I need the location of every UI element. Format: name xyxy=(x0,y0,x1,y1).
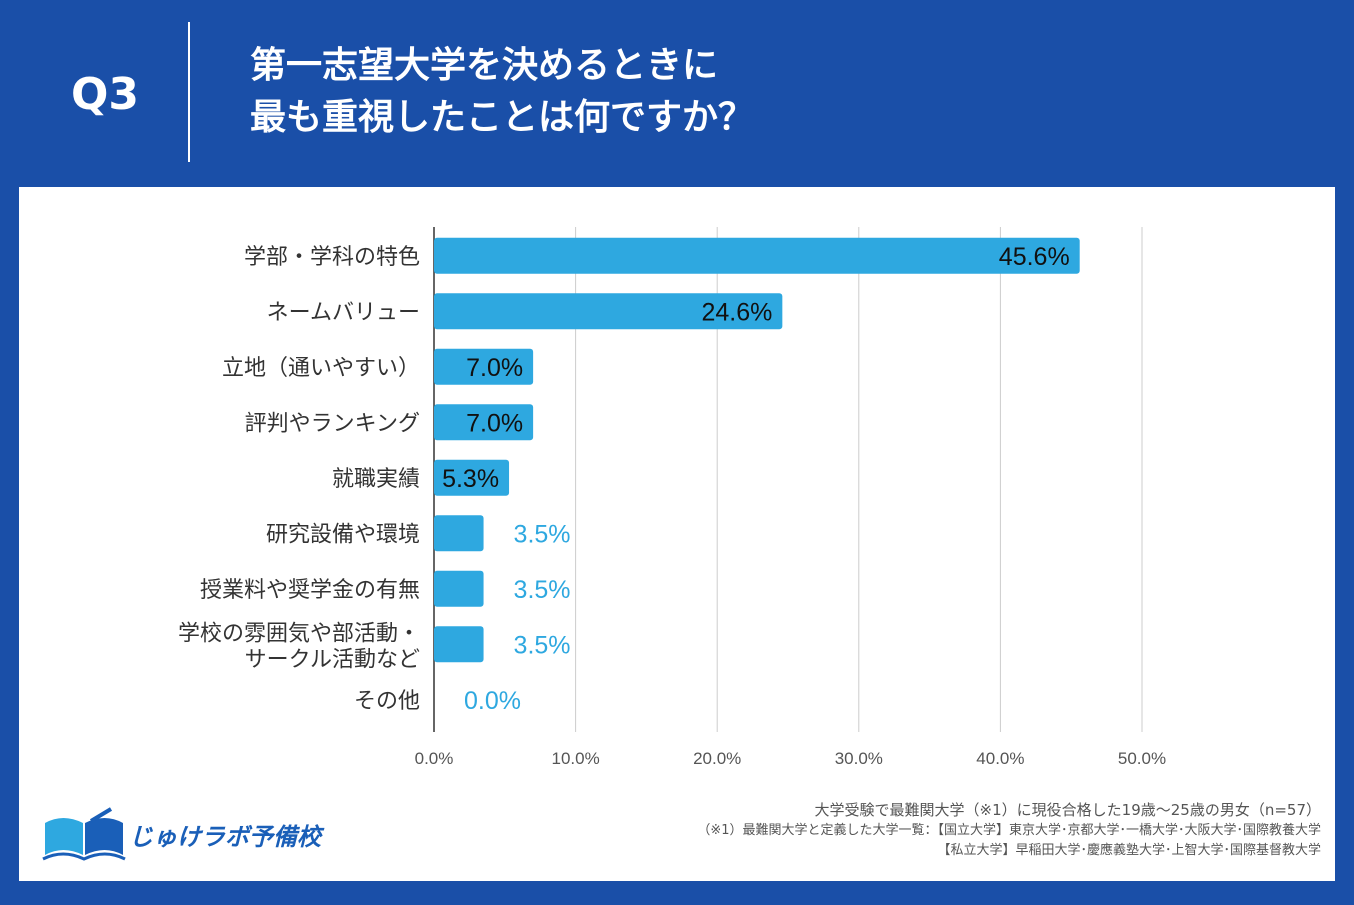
bar xyxy=(434,404,534,441)
x-tick-label: 30.0% xyxy=(835,749,883,768)
value-label: 5.3% xyxy=(442,465,499,493)
category-label: 学校の雰囲気や部活動・サークル活動など xyxy=(178,621,420,672)
value-label: 7.0% xyxy=(466,354,523,382)
header-divider xyxy=(188,22,190,162)
x-tick-label: 20.0% xyxy=(693,749,741,768)
chart-panel: 0.0% 10.0% 20.0% 30.0% 40.0% 50.0% 学部・学科の特色 45.… xyxy=(19,187,1335,881)
definition-note-private: 【私立大学】早稲田大学･慶應義塾大学･上智大学･国際基督教大学 xyxy=(937,843,1321,858)
value-label: 7.0% xyxy=(466,409,523,437)
bar xyxy=(434,515,484,552)
logo-text: じゅけラボ予備校 xyxy=(129,823,321,851)
category-label: 立地（通いやすい） xyxy=(222,356,420,381)
bar-chart: 0.0% 10.0% 20.0% 30.0% 40.0% 50.0% 学部・学科の特色 45.… xyxy=(178,227,1166,768)
definition-note: （※1）最難関大学と定義した大学一覧：【国立大学】東京大学･京都大学･一橋大学･… xyxy=(697,823,1321,838)
bar xyxy=(434,626,484,663)
category-label: 学部・学科の特色 xyxy=(244,245,420,270)
x-tick-label: 0.0% xyxy=(415,749,454,768)
value-label: 3.5% xyxy=(514,520,571,548)
category-label: 評判やランキング xyxy=(245,411,420,436)
value-label: 45.6% xyxy=(999,243,1070,271)
bar xyxy=(434,570,484,607)
value-label: 3.5% xyxy=(514,576,571,604)
category-label: その他 xyxy=(354,689,420,714)
value-label: 0.0% xyxy=(464,687,521,715)
bar xyxy=(434,237,1080,274)
bar xyxy=(434,459,510,496)
x-tick-label: 50.0% xyxy=(1118,749,1166,768)
bar xyxy=(434,348,534,385)
header: Q3 第一志望大学を決めるときに 最も重視したことは何ですか？ xyxy=(0,0,1354,186)
question-title-line2: 最も重視したことは何ですか？ xyxy=(250,97,755,138)
value-label: 3.5% xyxy=(514,631,571,659)
open-book-icon xyxy=(42,807,126,861)
category-label: 研究設備や環境 xyxy=(266,522,420,547)
category-label: 就職実績 xyxy=(332,467,420,492)
logo: じゅけラボ予備校 xyxy=(41,805,371,865)
category-label: 授業料や奨学金の有無 xyxy=(200,578,420,603)
question-title-line1: 第一志望大学を決めるときに xyxy=(250,45,719,86)
footnotes: 大学受験で最難関大学（※1）に現役合格した19歳〜25歳の男女（n=57） （※… xyxy=(697,799,1321,861)
x-tick-label: 40.0% xyxy=(976,749,1024,768)
x-tick-label: 10.0% xyxy=(551,749,599,768)
value-label: 24.6% xyxy=(701,298,772,326)
bar xyxy=(434,293,783,330)
question-number: Q3 xyxy=(70,69,140,120)
sample-note: 大学受験で最難関大学（※1）に現役合格した19歳〜25歳の男女（n=57） xyxy=(814,801,1321,819)
question-title: 第一志望大学を決めるときに 最も重視したことは何ですか？ xyxy=(250,40,754,144)
category-label: ネームバリュー xyxy=(267,300,420,325)
